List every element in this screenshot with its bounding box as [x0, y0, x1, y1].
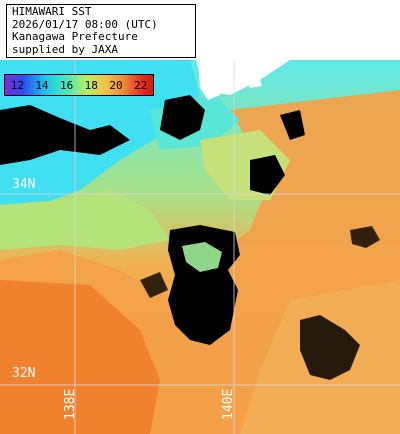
mild-water-band — [0, 190, 170, 250]
latitude-label-32n: 32N — [12, 366, 36, 381]
clear-patch-central — [182, 242, 222, 272]
hot-water-region-sw — [0, 280, 160, 434]
cloud-mask-west — [140, 272, 168, 298]
temperature-colorbar: 12 14 16 18 20 22 — [4, 74, 154, 96]
info-box: HIMAWARI SST 2026/01/17 08:00 (UTC) Kana… — [6, 4, 196, 58]
cloud-mask-bay — [160, 95, 205, 140]
info-timestamp: 2026/01/17 08:00 (UTC) — [12, 17, 158, 31]
cloud-mask-island-2 — [280, 110, 305, 140]
land-izu-peninsula — [198, 62, 220, 100]
colorbar-tick: 12 — [10, 78, 24, 92]
cloud-mask-east-2 — [350, 226, 380, 248]
cloud-mask-coast — [0, 105, 130, 165]
cloud-mask-island-1 — [250, 155, 285, 195]
cloud-mask-east — [300, 315, 360, 380]
land-kanto — [300, 0, 400, 40]
info-title: HIMAWARI SST — [12, 5, 92, 18]
longitude-label-138e: 138E — [63, 388, 78, 420]
latitude-label-34n: 34N — [12, 177, 36, 192]
colorbar-tick: 20 — [109, 78, 123, 92]
info-supplier: supplied by JAXA — [12, 42, 118, 56]
land-miura — [244, 66, 262, 88]
info-region: Kanagawa Prefecture — [12, 30, 138, 43]
colorbar-tick: 14 — [35, 78, 49, 92]
longitude-label-140e: 140E — [221, 388, 236, 420]
colorbar-tick: 16 — [60, 78, 74, 92]
colorbar-tick: 18 — [84, 78, 98, 92]
graticule — [0, 60, 400, 434]
colorbar-tick: 22 — [133, 78, 148, 92]
